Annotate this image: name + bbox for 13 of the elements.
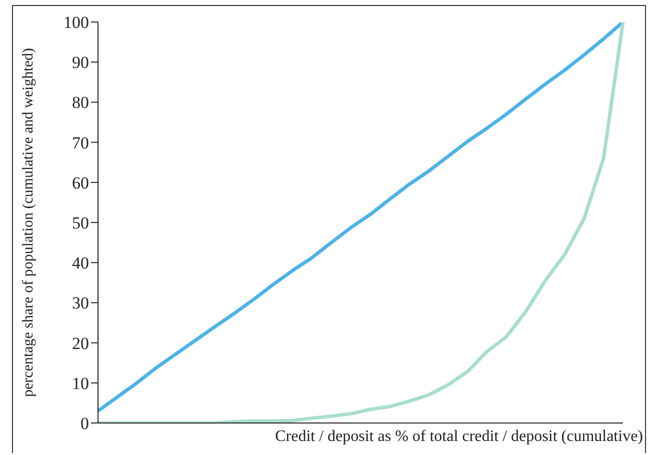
- y-tick-label: 0: [80, 414, 89, 434]
- y-tick-label: 90: [72, 53, 89, 72]
- y-tick-label: 10: [72, 374, 89, 393]
- y-axis-title: percentage share of population (cumulative and weighted): [20, 48, 36, 398]
- y-tick-label: 50: [72, 214, 89, 233]
- y-tick-label: 80: [72, 93, 89, 112]
- x-axis-title: Credit / deposit as % of total credit / deposit (cumulative): [275, 428, 643, 445]
- y-tick-label: 20: [72, 334, 89, 353]
- y-tick-label: 60: [72, 173, 89, 192]
- y-tick-label: 100: [64, 13, 89, 32]
- y-tick-label: 70: [72, 133, 89, 152]
- y-tick-label: 30: [72, 294, 89, 313]
- y-tick-label: 40: [72, 254, 89, 273]
